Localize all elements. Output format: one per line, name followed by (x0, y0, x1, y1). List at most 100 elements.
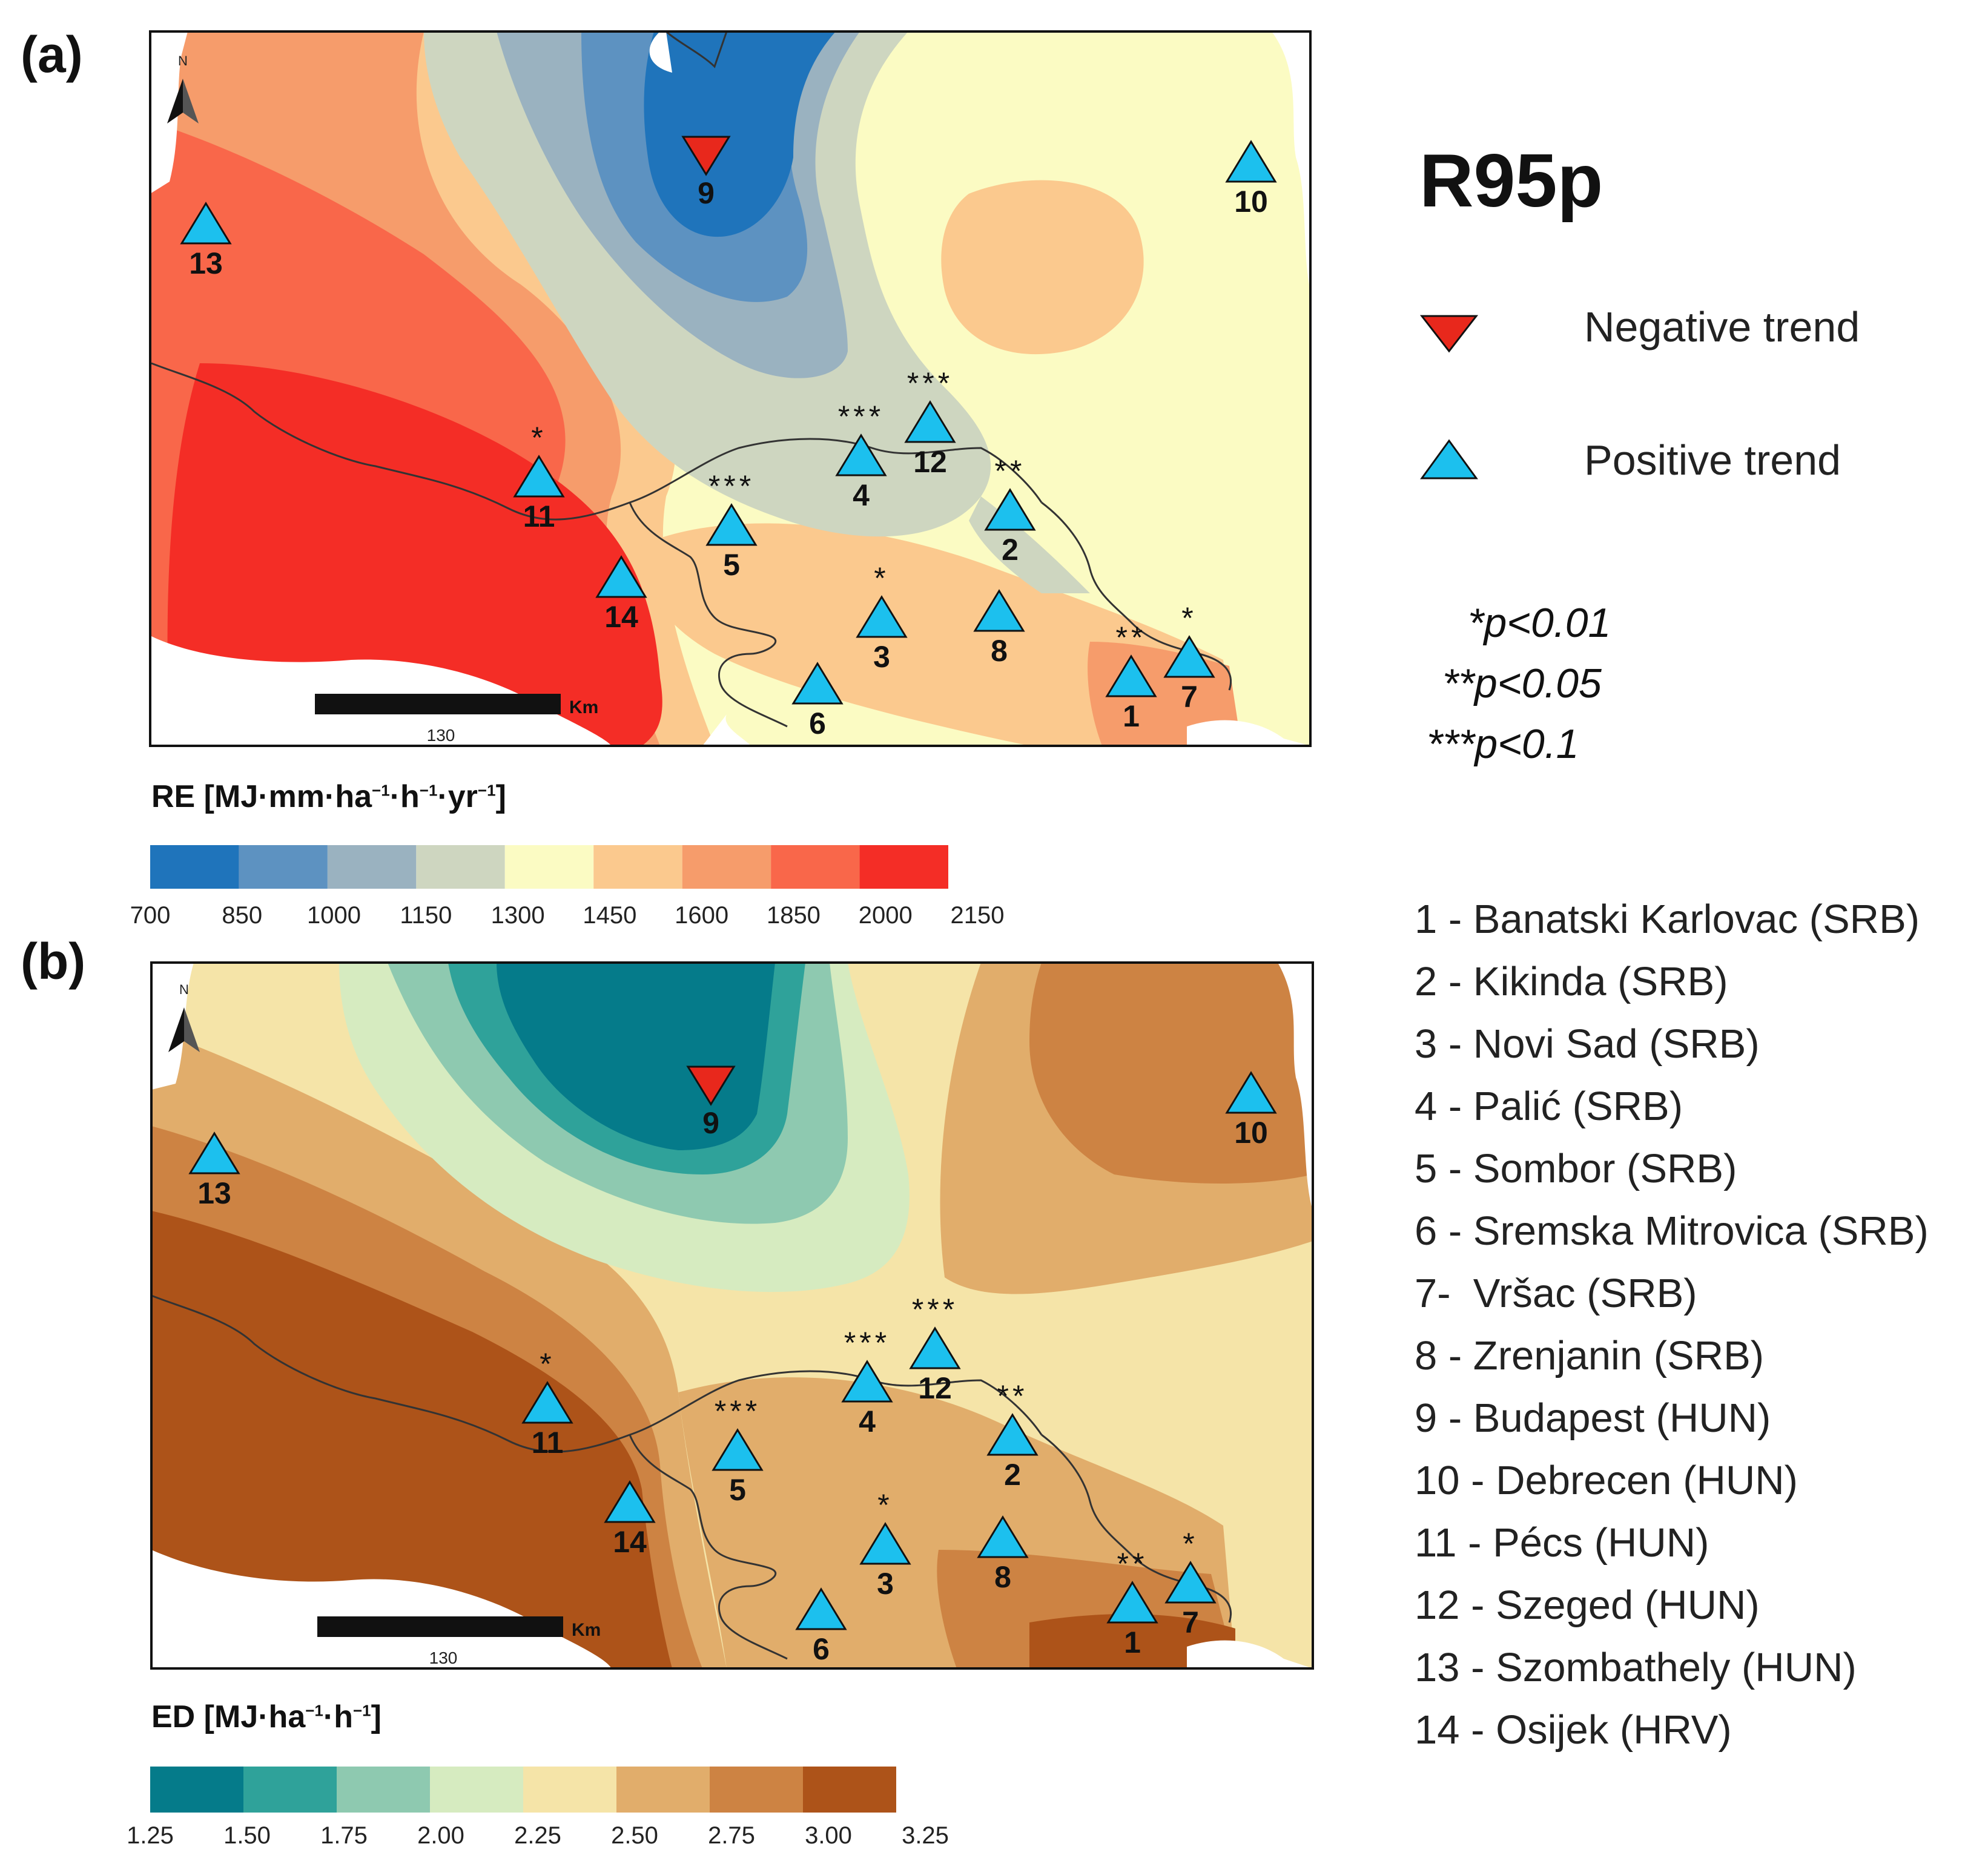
station-id-label: 2 (1002, 533, 1019, 567)
colorbar-tick-label: 2.75 (708, 1822, 755, 1849)
north-arrow-icon (168, 1007, 200, 1052)
colorbar-class (593, 845, 682, 889)
colorbar-tick-label: 1150 (400, 902, 452, 929)
station-marker: 8 (973, 589, 1025, 668)
colorbar-class (337, 1767, 430, 1813)
colorbar-class (327, 845, 417, 889)
colorbar-tick-label: 1450 (583, 902, 637, 929)
station-id-label: 14 (613, 1525, 647, 1559)
station-significance: * (1181, 601, 1197, 635)
station-significance: *** (907, 366, 953, 400)
station-id-label: 6 (809, 706, 826, 740)
colorbar-tick-label: 3.25 (902, 1822, 949, 1849)
station-marker: 11 * (521, 1347, 573, 1460)
positive-trend-icon (1164, 1561, 1217, 1604)
colorbar-tick-label: 1.25 (127, 1822, 174, 1849)
re-zone-1450-1600-south (641, 523, 1235, 746)
station-id-label: 8 (994, 1560, 1011, 1594)
negative-trend-label: Negative trend (1584, 303, 1860, 351)
station-id-label: 8 (991, 634, 1008, 668)
positive-trend-icon (188, 1131, 240, 1174)
panel-a-label: (a) (21, 26, 83, 83)
colorbar-re (150, 845, 948, 889)
positive-trend-icon (977, 1515, 1029, 1558)
colorbar-class (150, 1767, 243, 1813)
colorbar-tick-label: 700 (130, 902, 171, 929)
negative-trend-icon (681, 136, 731, 176)
colorbar-class (803, 1767, 896, 1813)
colorbar-class (682, 845, 771, 889)
station-id-label: 4 (859, 1405, 876, 1438)
station-id-label: 4 (853, 478, 870, 512)
station-significance: ** (997, 1379, 1028, 1413)
station-list-item: 11 - Pécs (HUN) (1415, 1520, 1709, 1566)
station-marker: 4 *** (841, 1326, 893, 1438)
positive-trend-icon (180, 202, 232, 245)
re-zones (150, 31, 1310, 746)
station-list-item: 3 - Novi Sad (SRB) (1415, 1021, 1760, 1067)
positive-trend-icon (1163, 635, 1215, 678)
station-id-label: 12 (913, 445, 947, 479)
ed-zone-1.25-1.50 (497, 963, 775, 1150)
station-list-item: 1 - Banatski Karlovac (SRB) (1415, 897, 1920, 942)
positive-trend-icon (904, 400, 956, 443)
station-id-label: 11 (523, 499, 555, 533)
station-marker: 13 (180, 202, 232, 280)
station-marker: 4 *** (835, 400, 887, 512)
north-arrow-icon (167, 79, 199, 123)
station-marker: 5 *** (705, 469, 758, 582)
positive-trend-icon (1105, 654, 1157, 697)
colorbar-tick-label: 850 (222, 902, 263, 929)
colorbar-tick-label: 1000 (307, 902, 362, 929)
station-list-item: 12 - Szeged (HUN) (1415, 1582, 1760, 1628)
station-marker: 2 ** (986, 1379, 1039, 1492)
positive-trend-icon (604, 1480, 656, 1523)
colorbar-tick-label: 1850 (766, 902, 821, 929)
station-marker: 6 (795, 1587, 847, 1666)
colorbar-class (239, 845, 328, 889)
station-significance: *** (708, 469, 755, 503)
station-id-label: 13 (189, 246, 223, 280)
station-list-item: 4 - Palić (SRB) (1415, 1084, 1683, 1129)
colorbar-class (504, 845, 594, 889)
colorbar-tick-label: 2.50 (611, 1822, 658, 1849)
positive-trend-icon (841, 1360, 893, 1403)
station-id-label: 14 (604, 600, 638, 634)
positive-trend-icon (791, 662, 844, 705)
station-significance: * (540, 1347, 555, 1381)
panel-b-label: (b) (21, 933, 86, 990)
station-significance: * (874, 561, 889, 595)
station-marker: 11 * (513, 421, 565, 533)
ed-zone-east-2.75 (1029, 963, 1313, 1184)
colorbar-tick-label: 2000 (858, 902, 913, 929)
station-significance: *** (715, 1394, 761, 1428)
colorbar-class (710, 1767, 803, 1813)
station-marker: 10 (1225, 1071, 1277, 1150)
colorbar-class (430, 1767, 523, 1813)
station-marker: 2 ** (984, 454, 1036, 567)
colorbar-class (243, 1767, 337, 1813)
positive-trend-label: Positive trend (1584, 436, 1841, 484)
north-label: N (178, 53, 188, 68)
station-marker: 9 (686, 1065, 736, 1140)
positive-trend-icon (595, 555, 647, 598)
positive-trend-icon (795, 1587, 847, 1630)
station-id-label: 5 (729, 1473, 746, 1507)
station-id-label: 10 (1234, 185, 1268, 219)
station-marker: 1 ** (1106, 1547, 1158, 1659)
colorbar-class (771, 845, 860, 889)
station-id-label: 1 (1124, 1625, 1141, 1659)
colorbar-re-title: RE [MJ·mm·ha−1·h−1·yr−1] (151, 779, 506, 814)
colorbar-tick-label: 2150 (950, 902, 1005, 929)
north-label: N (179, 982, 189, 997)
station-marker: 8 (977, 1515, 1029, 1594)
station-marker: 3* (859, 1488, 911, 1601)
station-significance: ** (1116, 621, 1147, 654)
positive-trend-icon (986, 1413, 1039, 1456)
colorbar-class (859, 845, 948, 889)
station-id-label: 10 (1234, 1116, 1268, 1150)
station-list-item: 8 - Zrenjanin (SRB) (1415, 1333, 1765, 1378)
positive-trend-icon (705, 503, 758, 546)
colorbar-class (616, 1767, 710, 1813)
